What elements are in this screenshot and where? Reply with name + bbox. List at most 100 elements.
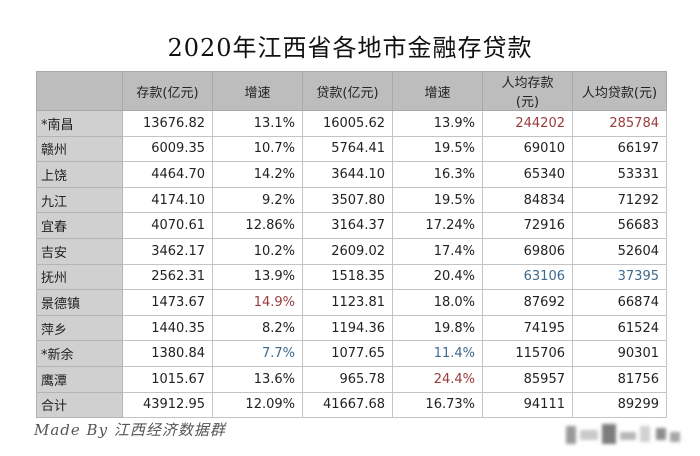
deposit-growth-cell: 8.2%	[212, 314, 303, 342]
per-capita-loan-cell: 71292	[572, 186, 667, 214]
table-row: 抚州 2562.31 13.9% 1518.35 20.4% 63106 373…	[36, 263, 667, 291]
per-capita-loan-cell: 56683	[572, 212, 667, 239]
loan-growth-cell: 17.4%	[392, 237, 483, 265]
deposit-growth-cell: 14.2%	[212, 161, 303, 188]
header-per-capita-deposit: 人均存款(元)	[482, 71, 573, 111]
per-capita-loan-cell: 61524	[572, 314, 667, 342]
table-row: 赣州 6009.35 10.7% 5764.41 19.5% 69010 661…	[36, 135, 667, 163]
table-row: *新余 1380.84 7.7% 1077.65 11.4% 115706 90…	[36, 340, 667, 367]
per-capita-loan-cell: 66874	[572, 289, 667, 316]
deposit-cell: 1440.35	[122, 314, 213, 342]
deposit-growth-cell: 12.09%	[212, 391, 303, 419]
loan-cell: 1123.81	[302, 289, 393, 316]
loan-growth-cell: 16.73%	[392, 391, 483, 419]
table-row: 萍乡 1440.35 8.2% 1194.36 19.8% 74195 6152…	[36, 314, 667, 342]
loan-cell: 3644.10	[302, 161, 393, 188]
header-city	[36, 71, 123, 111]
deposit-cell: 4464.70	[122, 161, 213, 188]
deposit-cell: 4174.10	[122, 186, 213, 214]
header-deposit-growth: 增速	[212, 71, 303, 111]
city-cell: 鹰潭	[36, 365, 123, 393]
table-row: 吉安 3462.17 10.2% 2609.02 17.4% 69806 526…	[36, 237, 667, 265]
per-capita-deposit-cell: 63106	[482, 263, 573, 291]
loan-cell: 16005.62	[302, 110, 393, 137]
deposit-cell: 2562.31	[122, 263, 213, 291]
loan-cell: 1077.65	[302, 340, 393, 367]
deposit-growth-cell: 13.6%	[212, 365, 303, 393]
loan-growth-cell: 19.8%	[392, 314, 483, 342]
deposit-cell: 6009.35	[122, 135, 213, 163]
deposit-cell: 1380.84	[122, 340, 213, 367]
table-row: 上饶 4464.70 14.2% 3644.10 16.3% 65340 533…	[36, 161, 667, 188]
loan-growth-cell: 20.4%	[392, 263, 483, 291]
loan-cell: 1194.36	[302, 314, 393, 342]
per-capita-deposit-cell: 84834	[482, 186, 573, 214]
city-cell: 赣州	[36, 135, 123, 163]
per-capita-deposit-cell: 69806	[482, 237, 573, 265]
loan-growth-cell: 16.3%	[392, 161, 483, 188]
deposit-growth-cell: 10.7%	[212, 135, 303, 163]
city-cell: 合计	[36, 391, 123, 419]
city-cell: 景德镇	[36, 289, 123, 316]
per-capita-deposit-cell: 244202	[482, 110, 573, 137]
per-capita-deposit-cell: 74195	[482, 314, 573, 342]
loan-growth-cell: 17.24%	[392, 212, 483, 239]
loan-cell: 5764.41	[302, 135, 393, 163]
table-header-row: 存款(亿元) 增速 贷款(亿元) 增速 人均存款(元) 人均贷款(元)	[36, 71, 667, 111]
loan-cell: 965.78	[302, 365, 393, 393]
table-row: *南昌 13676.82 13.1% 16005.62 13.9% 244202…	[36, 110, 667, 137]
deposit-cell: 3462.17	[122, 237, 213, 265]
per-capita-loan-cell: 81756	[572, 365, 667, 393]
made-by-credit: Made By 江西经济数据群	[34, 421, 226, 439]
per-capita-deposit-cell: 85957	[482, 365, 573, 393]
deposit-growth-cell: 10.2%	[212, 237, 303, 265]
loan-cell: 1518.35	[302, 263, 393, 291]
page-title: 2020年江西省各地市金融存贷款	[167, 34, 533, 62]
per-capita-deposit-cell: 87692	[482, 289, 573, 316]
deposit-growth-cell: 14.9%	[212, 289, 303, 316]
per-capita-loan-cell: 89299	[572, 391, 667, 419]
deposit-cell: 1015.67	[122, 365, 213, 393]
loan-cell: 3164.37	[302, 212, 393, 239]
city-cell: 上饶	[36, 161, 123, 188]
loan-growth-cell: 13.9%	[392, 110, 483, 137]
per-capita-deposit-cell: 65340	[482, 161, 573, 188]
header-deposit: 存款(亿元)	[122, 71, 213, 111]
city-cell: 萍乡	[36, 314, 123, 342]
loan-growth-cell: 18.0%	[392, 289, 483, 316]
blurred-watermark	[566, 424, 686, 446]
per-capita-loan-cell: 37395	[572, 263, 667, 291]
loan-growth-cell: 19.5%	[392, 135, 483, 163]
deposit-growth-cell: 13.9%	[212, 263, 303, 291]
per-capita-deposit-cell: 115706	[482, 340, 573, 367]
city-cell: *南昌	[36, 110, 123, 137]
header-loan-growth: 增速	[392, 71, 483, 111]
deposit-growth-cell: 12.86%	[212, 212, 303, 239]
table-total-row: 合计 43912.95 12.09% 41667.68 16.73% 94111…	[36, 391, 667, 419]
city-cell: 九江	[36, 186, 123, 214]
deposit-growth-cell: 13.1%	[212, 110, 303, 137]
per-capita-loan-cell: 285784	[572, 110, 667, 137]
per-capita-loan-cell: 90301	[572, 340, 667, 367]
loan-growth-cell: 11.4%	[392, 340, 483, 367]
per-capita-loan-cell: 53331	[572, 161, 667, 188]
deposit-cell: 43912.95	[122, 391, 213, 419]
table-row: 九江 4174.10 9.2% 3507.80 19.5% 84834 7129…	[36, 186, 667, 214]
per-capita-loan-cell: 66197	[572, 135, 667, 163]
city-cell: 宜春	[36, 212, 123, 239]
header-per-capita-loan: 人均贷款(元)	[572, 71, 667, 111]
city-cell: 抚州	[36, 263, 123, 291]
deposit-growth-cell: 7.7%	[212, 340, 303, 367]
loan-cell: 2609.02	[302, 237, 393, 265]
table-row: 宜春 4070.61 12.86% 3164.37 17.24% 72916 5…	[36, 212, 667, 239]
header-loan: 贷款(亿元)	[302, 71, 393, 111]
city-cell: *新余	[36, 340, 123, 367]
per-capita-deposit-cell: 69010	[482, 135, 573, 163]
deposit-cell: 4070.61	[122, 212, 213, 239]
deposit-growth-cell: 9.2%	[212, 186, 303, 214]
loan-growth-cell: 19.5%	[392, 186, 483, 214]
per-capita-deposit-cell: 72916	[482, 212, 573, 239]
finance-table: 存款(亿元) 增速 贷款(亿元) 增速 人均存款(元) 人均贷款(元) *南昌 …	[36, 71, 667, 419]
table-row: 鹰潭 1015.67 13.6% 965.78 24.4% 85957 8175…	[36, 365, 667, 393]
per-capita-loan-cell: 52604	[572, 237, 667, 265]
